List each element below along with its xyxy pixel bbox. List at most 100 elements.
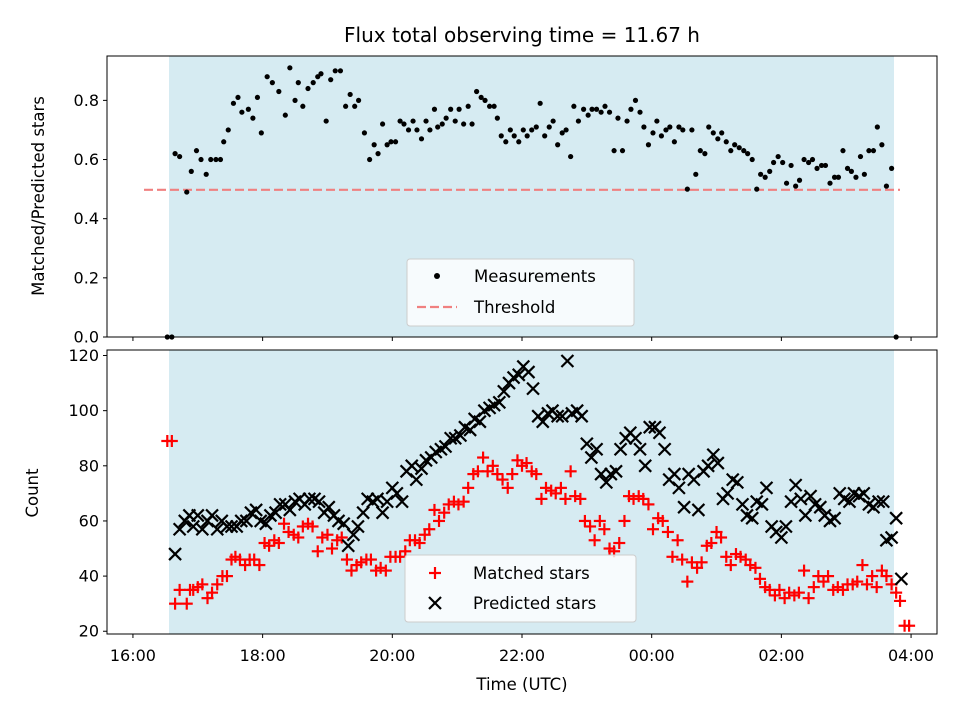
measurement-point-118 bbox=[693, 171, 699, 177]
measurement-point-9 bbox=[208, 156, 214, 163]
predicted-star-point-95 bbox=[628, 431, 643, 446]
measurement-point-90 bbox=[571, 103, 577, 109]
bottom-x-tick-label-4: 00:00 bbox=[629, 646, 675, 665]
matched-star-point-25 bbox=[278, 517, 291, 530]
measurement-point-160 bbox=[874, 124, 880, 130]
matched-star-point-100 bbox=[642, 498, 655, 511]
predicted-star-point-119 bbox=[745, 511, 759, 525]
predicted-star-point-110 bbox=[701, 459, 715, 473]
measurement-point-39 bbox=[352, 103, 358, 109]
bottom-legend-box bbox=[404, 554, 637, 623]
matched-star-point-39 bbox=[345, 564, 358, 577]
predicted-star-point-84 bbox=[574, 409, 589, 423]
measurement-point-137 bbox=[775, 153, 781, 160]
measurement-point-117 bbox=[689, 127, 695, 133]
x-axis-label: Time (UTC) bbox=[475, 675, 567, 694]
measurement-point-37 bbox=[343, 103, 349, 109]
matched-star-point-121 bbox=[744, 559, 757, 572]
predicted-star-point-38 bbox=[351, 519, 365, 534]
measurement-point-101 bbox=[619, 148, 626, 154]
predicted-star-point-117 bbox=[735, 497, 750, 512]
measurement-point-94 bbox=[589, 106, 595, 112]
matched-star-point-144 bbox=[856, 559, 869, 572]
measurement-point-42 bbox=[367, 156, 373, 163]
measurement-point-150 bbox=[831, 174, 838, 180]
matched-star-point-20 bbox=[253, 559, 266, 572]
predicted-star-point-139 bbox=[842, 494, 857, 509]
measurement-point-100 bbox=[615, 115, 621, 121]
measurement-point-65 bbox=[465, 103, 471, 109]
bottom-y-tick-label-0: 20 bbox=[79, 622, 99, 641]
predicted-star-point-136 bbox=[827, 511, 842, 525]
matched-star-point-71 bbox=[501, 481, 514, 494]
matched-star-point-45 bbox=[374, 561, 387, 574]
matched-star-point-152 bbox=[894, 594, 907, 607]
matched-star-point-50 bbox=[399, 545, 412, 558]
matched-star-point-131 bbox=[792, 586, 805, 599]
matched-star-point-115 bbox=[715, 531, 728, 544]
measurement-point-138 bbox=[780, 159, 786, 166]
predicted-star-point-46 bbox=[390, 486, 404, 501]
measurement-point-108 bbox=[650, 130, 656, 136]
matched-star-point-19 bbox=[248, 553, 261, 566]
measurement-point-68 bbox=[478, 94, 484, 101]
matched-star-point-11 bbox=[211, 578, 224, 591]
measurement-point-103 bbox=[628, 106, 634, 112]
predicted-star-point-74 bbox=[526, 381, 540, 396]
predicted-star-point-59 bbox=[453, 428, 468, 443]
top-y-tick-label-3: 0.6 bbox=[74, 150, 99, 169]
top-y-tick-label-0: 0.0 bbox=[74, 328, 99, 347]
predicted-star-point-39 bbox=[356, 505, 370, 520]
bottom-x-tick-label-3: 22:00 bbox=[499, 646, 545, 665]
measurement-point-45 bbox=[379, 121, 386, 127]
measurement-point-147 bbox=[818, 162, 825, 169]
measurement-point-38 bbox=[347, 91, 353, 98]
measurement-point-71 bbox=[491, 103, 497, 109]
measurement-point-49 bbox=[397, 118, 403, 124]
measurement-point-136 bbox=[770, 159, 777, 166]
matched-star-point-75 bbox=[520, 457, 533, 470]
measurement-point-15 bbox=[235, 94, 241, 101]
top-y-ticks: 0.0 0.2 0.4 0.6 0.8 bbox=[74, 91, 107, 347]
measurement-point-124 bbox=[719, 130, 725, 136]
matched-star-point-55 bbox=[423, 523, 436, 536]
measurement-point-153 bbox=[844, 165, 851, 171]
predicted-star-point-125 bbox=[774, 530, 789, 545]
predicted-star-point-63 bbox=[473, 414, 487, 429]
measurement-point-33 bbox=[323, 118, 329, 124]
predicted-star-point-133 bbox=[813, 500, 828, 514]
predicted-star-point-92 bbox=[613, 442, 628, 457]
measurement-point-120 bbox=[702, 151, 708, 157]
predicted-stars-points bbox=[168, 354, 909, 586]
measurement-point-76 bbox=[511, 133, 517, 139]
legend-matched-marker bbox=[429, 567, 441, 579]
chart-title: Flux total observing time = 11.67 h bbox=[344, 23, 700, 47]
measurement-point-143 bbox=[801, 156, 807, 163]
top-y-tick-label-4: 0.8 bbox=[74, 91, 99, 110]
bottom-x-tick-label-5: 02:00 bbox=[758, 646, 804, 665]
measurement-point-12 bbox=[221, 139, 227, 145]
predicted-star-point-150 bbox=[894, 572, 909, 586]
matched-star-point-62 bbox=[457, 495, 470, 508]
measurement-point-81 bbox=[533, 124, 539, 130]
predicted-star-point-67 bbox=[492, 395, 507, 410]
bottom-y-tick-label-5: 120 bbox=[68, 346, 99, 365]
measurement-point-69 bbox=[482, 97, 488, 103]
measurement-point-51 bbox=[405, 127, 412, 133]
bottom-panel: 20 40 60 80 100 120 16:00 18:00 20:00 22:00 00:00… bbox=[23, 346, 938, 694]
predicted-star-point-57 bbox=[443, 431, 458, 446]
measurement-point-129 bbox=[741, 148, 747, 154]
matched-star-point-151 bbox=[890, 586, 903, 599]
matched-star-point-8 bbox=[196, 578, 209, 591]
top-measurement-points bbox=[164, 65, 899, 340]
predicted-star-point-116 bbox=[730, 475, 745, 490]
predicted-star-point-131 bbox=[803, 489, 818, 503]
measurement-point-86 bbox=[555, 142, 561, 148]
measurement-point-151 bbox=[835, 174, 842, 180]
matched-star-point-46 bbox=[379, 564, 392, 577]
matched-star-point-38 bbox=[340, 553, 353, 566]
matched-star-point-132 bbox=[798, 564, 811, 577]
matched-star-point-4 bbox=[180, 597, 193, 610]
measurement-point-20 bbox=[258, 130, 264, 136]
measurement-point-13 bbox=[225, 127, 231, 133]
